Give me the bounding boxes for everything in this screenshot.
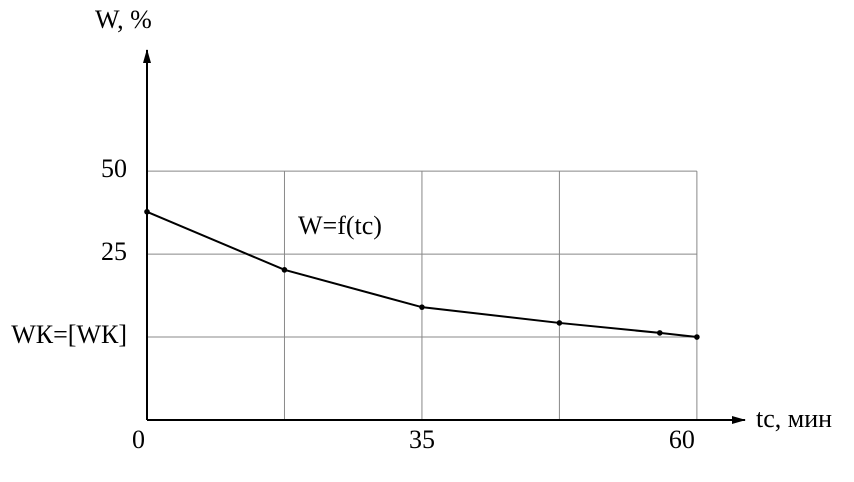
annotation: W=f(tс) [298, 211, 382, 240]
y-tick-label: 25 [101, 237, 127, 266]
y-axis-label: W, % [95, 5, 152, 34]
y-tick-label: WК=[WК] [11, 320, 127, 349]
point [144, 208, 150, 215]
x-tick-label: 0 [132, 425, 145, 454]
point [281, 267, 288, 273]
line [146, 210, 697, 339]
point [556, 320, 563, 326]
y-tick-label: 50 [101, 154, 127, 183]
x-tick-label: 35 [409, 425, 435, 454]
point [694, 334, 700, 340]
x-tick-label: 60 [669, 425, 695, 454]
x-axis-label: tс, мин [756, 404, 832, 433]
point [656, 330, 663, 336]
point [419, 304, 425, 310]
